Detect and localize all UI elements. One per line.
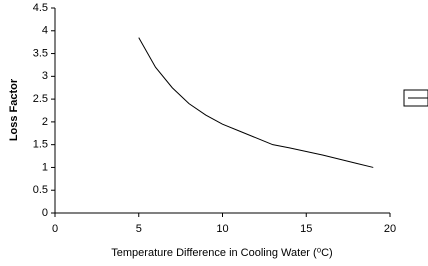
y-tick-label: 3.5 — [33, 47, 48, 59]
y-tick-label: 2.5 — [33, 93, 48, 105]
x-tick-label: 20 — [384, 223, 396, 235]
y-tick-label: 4.5 — [33, 2, 48, 14]
y-tick-label: 0.5 — [33, 184, 48, 196]
y-axis-label: Loss Factor — [8, 78, 20, 141]
line — [138, 37, 374, 168]
x-tick-label: 5 — [136, 223, 142, 235]
x-tick-label: 15 — [300, 223, 312, 235]
y-tick-label: 0 — [42, 207, 48, 219]
x-tick-label: 10 — [216, 223, 228, 235]
y-tick-label: 2 — [42, 116, 48, 128]
x-tick-label: 0 — [52, 223, 58, 235]
y-tick-label: 1.5 — [33, 139, 48, 151]
x-axis-label: Temperature Difference in Cooling Water … — [111, 247, 332, 259]
y-tick-label: 1 — [42, 161, 48, 173]
y-tick-label: 4 — [42, 25, 48, 37]
y-tick-label: 3 — [42, 70, 48, 82]
legend-box — [403, 89, 428, 107]
